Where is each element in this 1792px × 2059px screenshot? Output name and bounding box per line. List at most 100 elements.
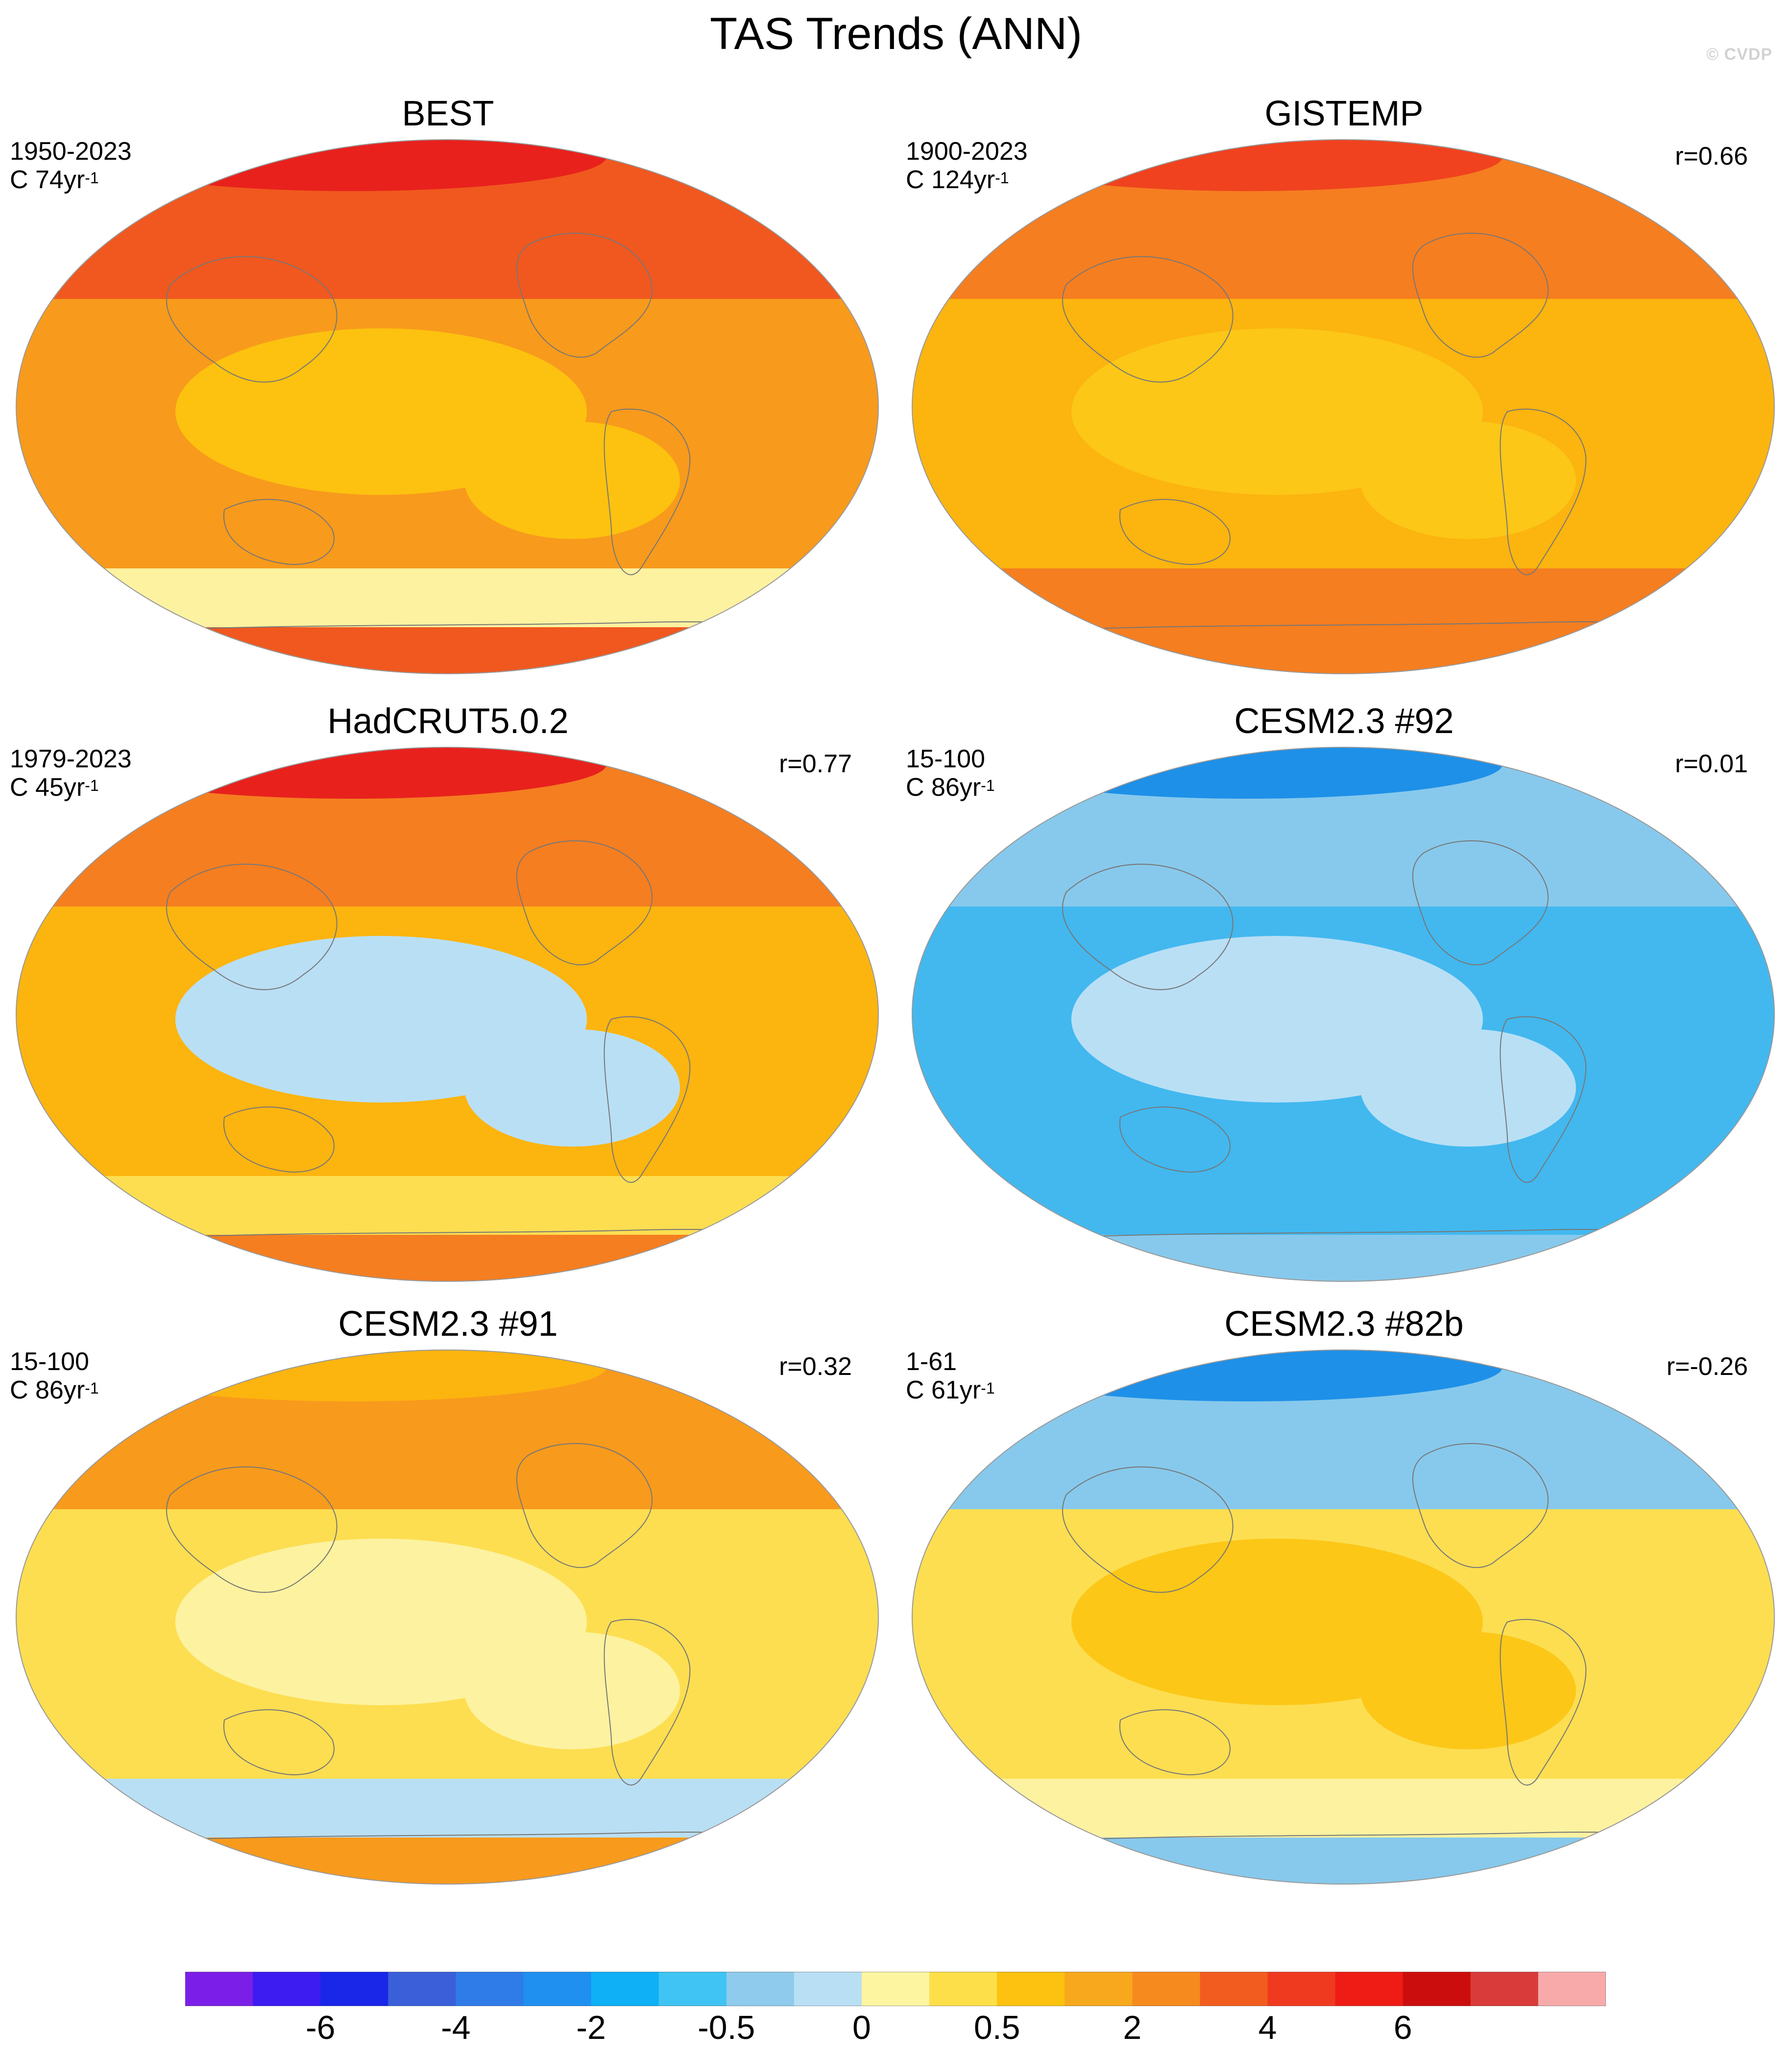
field-south <box>912 1779 1774 1838</box>
coastline <box>1062 256 1234 383</box>
trend-units: C 61yr-1 <box>906 1376 995 1404</box>
correlation-label: r=0.32 <box>779 1352 852 1381</box>
colorbar-tick-label: 0 <box>852 2009 871 2046</box>
map-panel-cesm-82b: CESM2.3 #82b 1-61 C 61yr-1 r=-0.26 <box>896 1210 1792 1885</box>
colorbar-swatch <box>1335 1972 1404 2006</box>
panel-info: 1950-2023 C 74yr-1 <box>10 137 132 194</box>
period-label: 1979-2023 <box>10 745 132 773</box>
colorbar-swatch <box>1200 1972 1268 2006</box>
map-border <box>912 139 1775 674</box>
coastline <box>604 408 691 575</box>
colorbar-tick-label: -6 <box>305 2009 336 2046</box>
colorbar-swatch <box>388 1972 456 2006</box>
coastline <box>604 1016 691 1183</box>
colorbar-swatch <box>1470 1972 1539 2006</box>
panel-title: CESM2.3 #91 <box>338 1304 558 1344</box>
map-border <box>912 747 1775 1282</box>
colorbar-tick-label: 0.5 <box>973 2009 1020 2046</box>
trend-exponent: -1 <box>981 1379 995 1397</box>
panel-info: 1-61 C 61yr-1 <box>906 1348 995 1404</box>
trend-text: C 86yr <box>10 1376 85 1404</box>
coastline <box>1119 1709 1231 1775</box>
colorbar-swatch <box>1132 1972 1201 2006</box>
period-label: 1950-2023 <box>10 137 132 166</box>
field-mid <box>464 1632 680 1749</box>
map-border <box>16 139 879 674</box>
coastline <box>1412 840 1549 965</box>
panel-info: 1900-2023 C 124yr-1 <box>906 137 1028 194</box>
coastline <box>1412 232 1549 358</box>
trend-units: C 86yr-1 <box>906 773 995 802</box>
colorbar-swatch <box>794 1972 862 2006</box>
colorbar-swatch <box>1267 1972 1336 2006</box>
colorbar-tick-label: -4 <box>441 2009 471 2046</box>
panel-title: GISTEMP <box>1264 94 1424 133</box>
correlation-label: r=0.66 <box>1675 142 1748 171</box>
period-label: 1-61 <box>906 1348 957 1376</box>
map-border <box>16 747 879 1282</box>
trend-text: C 124yr <box>906 166 995 194</box>
trend-exponent: -1 <box>981 777 995 794</box>
colorbar-swatch <box>1403 1972 1471 2006</box>
field-layer <box>912 747 1774 1281</box>
panel-info: 15-100 C 86yr-1 <box>906 745 995 802</box>
colorbar-swatch <box>591 1972 659 2006</box>
field-layer <box>16 140 878 674</box>
coastline <box>223 1106 335 1173</box>
trend-text: C 86yr <box>906 773 981 802</box>
field-layer <box>16 747 878 1281</box>
coastline <box>166 1466 338 1593</box>
field-mid <box>1360 1632 1576 1749</box>
trend-text: C 45yr <box>10 773 85 802</box>
map-field <box>16 747 879 1282</box>
trend-units: C 124yr-1 <box>906 166 1028 194</box>
map-panel-gistemp: GISTEMP 1900-2023 C 124yr-1 r=0.66 <box>896 0 1792 674</box>
map-field <box>16 1349 879 1885</box>
trend-exponent: -1 <box>995 169 1009 187</box>
period-label: 15-100 <box>10 1348 89 1376</box>
trend-exponent: -1 <box>85 1379 99 1397</box>
trend-units: C 45yr-1 <box>10 773 132 802</box>
colorbar-swatch <box>726 1972 795 2006</box>
field-south <box>16 1779 878 1838</box>
figure-title: TAS Trends (ANN) <box>710 9 1082 59</box>
field-layer <box>16 1350 878 1884</box>
trend-exponent: -1 <box>85 777 99 794</box>
map-field <box>912 747 1775 1282</box>
colorbar-swatch <box>456 1972 524 2006</box>
panel-title: CESM2.3 #82b <box>1224 1304 1464 1344</box>
colorbar-swatch <box>185 1972 253 2006</box>
panel-title: BEST <box>402 94 494 133</box>
field-layer <box>912 1350 1774 1884</box>
panel-title: HadCRUT5.0.2 <box>327 702 569 741</box>
coastline <box>516 840 653 965</box>
colorbar-swatch <box>1538 1972 1606 2006</box>
map-field <box>912 139 1775 674</box>
coastline <box>1500 1618 1587 1786</box>
correlation-label: r=-0.26 <box>1666 1352 1748 1381</box>
coastline <box>1412 1443 1549 1568</box>
coastline <box>516 232 653 358</box>
panel-info: 15-100 C 86yr-1 <box>10 1348 99 1404</box>
field-antarctic <box>16 1838 878 1884</box>
map-border <box>912 1349 1775 1885</box>
colorbar-swatch <box>523 1972 592 2006</box>
colorbar-swatch <box>253 1972 321 2006</box>
trend-exponent: -1 <box>85 169 99 187</box>
coastline <box>1500 408 1587 575</box>
coastline <box>1119 499 1231 565</box>
field-mid <box>464 1029 680 1147</box>
map-panel-hadcrut: HadCRUT5.0.2 1979-2023 C 45yr-1 r=0.77 <box>0 608 896 1282</box>
coastline <box>1062 863 1234 990</box>
coastline <box>223 499 335 565</box>
watermark: © CVDP <box>1706 45 1772 64</box>
period-label: 1900-2023 <box>906 137 1028 166</box>
panel-info: 1979-2023 C 45yr-1 <box>10 745 132 802</box>
coastline <box>1062 1466 1234 1593</box>
map-field <box>912 1349 1775 1885</box>
field-mid <box>464 421 680 539</box>
coastline <box>516 1443 653 1568</box>
trend-text: C 61yr <box>906 1376 981 1404</box>
period-label: 15-100 <box>906 745 985 773</box>
coastline <box>166 256 338 383</box>
